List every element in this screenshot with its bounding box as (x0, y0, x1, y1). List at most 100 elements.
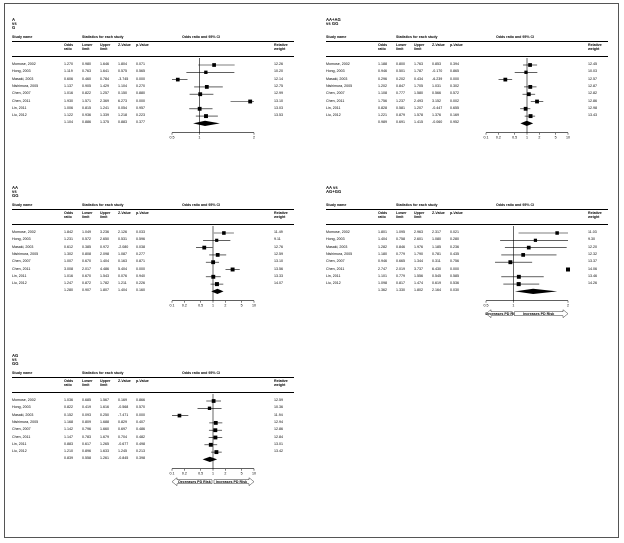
relative-weight: 12.82 (588, 91, 597, 96)
study-name: Nishimura, 2005 (12, 419, 39, 424)
point-estimate (215, 253, 220, 257)
relative-weight: 12.14 (274, 76, 283, 81)
header-w: Relative weight (274, 379, 288, 387)
point-estimate (175, 77, 180, 82)
point-estimate (521, 253, 526, 257)
x-tick-label: 1 (526, 136, 528, 140)
value-lo: 0.501 (396, 69, 405, 74)
value-hi: 4.486 (100, 266, 109, 271)
value-lo: 0.817 (396, 281, 405, 286)
value-lo: 0.758 (396, 237, 405, 242)
relative-weight: 12.76 (274, 244, 283, 249)
header-plot: Odds ratio and 95% CI (182, 371, 221, 375)
value-p: 0.565 (136, 69, 145, 74)
header-plot: Odds ratio and 95% CI (182, 203, 221, 207)
x-tick-label: 0.5 (198, 304, 203, 308)
value-p: 0.394 (450, 62, 459, 66)
header-rule-stats (64, 209, 156, 210)
value-hi: 1.375 (100, 120, 109, 125)
value-p: 0.585 (450, 273, 459, 278)
header-w: Relative weight (274, 211, 288, 219)
study-name: Nishimura, 2005 (12, 83, 39, 88)
header-hi: Upper limit (414, 43, 425, 51)
value-hi: 0.784 (100, 76, 109, 81)
value-lo: 0.670 (82, 259, 91, 264)
value-hi: 2.369 (100, 98, 109, 103)
study-name: Chen, 2011 (12, 266, 31, 271)
value-hi: 1.474 (414, 281, 423, 286)
value-lo: 1.095 (396, 230, 405, 234)
relative-weight: 12.59 (274, 398, 283, 402)
value-hi: 1.787 (414, 69, 423, 74)
value-lo: 0.779 (396, 251, 405, 256)
value-p: 0.213 (136, 449, 145, 454)
value-or: 1.101 (378, 273, 387, 278)
value-or: 0.828 (378, 105, 387, 110)
relative-weight: 13.43 (588, 113, 597, 118)
value-lo: 0.691 (396, 120, 405, 125)
point-estimate (212, 63, 216, 67)
header-hi: Upper limit (100, 43, 111, 51)
point-estimate (213, 420, 218, 425)
value-or: 3.008 (64, 266, 73, 271)
value-lo: 0.796 (82, 427, 91, 432)
header-hi: Upper limit (100, 211, 111, 219)
value-hi: 1.415 (414, 120, 423, 125)
header-rule-bottom (326, 56, 608, 57)
header-rule-stats (378, 209, 470, 210)
value-lo: 0.093 (82, 412, 91, 417)
point-estimate (555, 231, 559, 235)
value-p: 0.000 (136, 412, 145, 417)
value-lo: 0.815 (82, 105, 91, 110)
value-z: 0.169 (118, 398, 127, 402)
value-or: 1.180 (378, 251, 387, 256)
value-hi: 1.633 (100, 449, 109, 454)
value-or: 1.122 (64, 113, 73, 118)
value-z: -0.060 (432, 120, 443, 125)
point-estimate (202, 245, 207, 250)
value-z: 0.531 (118, 237, 127, 242)
value-lo: 0.385 (82, 244, 91, 249)
value-p: 0.223 (136, 113, 145, 118)
value-lo: 0.779 (396, 273, 405, 278)
value-p: 0.866 (136, 398, 145, 402)
value-or: 1.147 (64, 434, 73, 439)
value-hi: 1.578 (414, 113, 423, 118)
point-estimate (508, 260, 513, 265)
value-z: 2.126 (118, 230, 127, 234)
value-p: 0.000 (136, 266, 145, 271)
x-tick-label: 0.5 (484, 304, 489, 308)
value-or: 1.404 (378, 237, 387, 242)
point-estimate (204, 85, 209, 89)
relative-weight: 12.86 (274, 427, 283, 432)
value-p: 0.498 (136, 441, 145, 446)
header-hi: Upper limit (100, 379, 111, 387)
value-lo: 0.670 (82, 273, 91, 278)
x-tick-label: 0.2 (182, 304, 187, 308)
value-hi: 1.241 (100, 105, 109, 110)
summary-diamond (514, 288, 558, 294)
value-hi: 1.807 (100, 288, 109, 293)
value-z: 1.185 (432, 244, 441, 249)
study-name: Chen, 2007 (326, 91, 345, 96)
header-w: Relative weight (274, 43, 288, 51)
value-p: 0.002 (450, 98, 459, 103)
value-hi: 1.679 (100, 434, 109, 439)
header-hi: Upper limit (414, 211, 425, 219)
header-lo: Lower limit (82, 43, 93, 51)
arrow-left-label: Decreases PD Risk (485, 312, 518, 316)
relative-weight: 13.10 (274, 98, 283, 103)
value-z: 6.430 (432, 266, 441, 271)
value-p: 0.071 (136, 62, 145, 66)
value-or: 1.801 (378, 230, 387, 234)
value-hi: 1.763 (414, 62, 423, 66)
value-hi: 2.493 (414, 98, 423, 103)
header-study-name: Study name (326, 203, 347, 207)
study-name: Chen, 2011 (12, 434, 31, 439)
value-z: -0.845 (118, 456, 129, 461)
value-lo: 1.049 (82, 230, 91, 234)
value-lo: 0.905 (82, 83, 91, 88)
point-estimate (526, 92, 531, 97)
value-z: -0.170 (432, 69, 443, 74)
value-or: 0.989 (378, 120, 387, 125)
